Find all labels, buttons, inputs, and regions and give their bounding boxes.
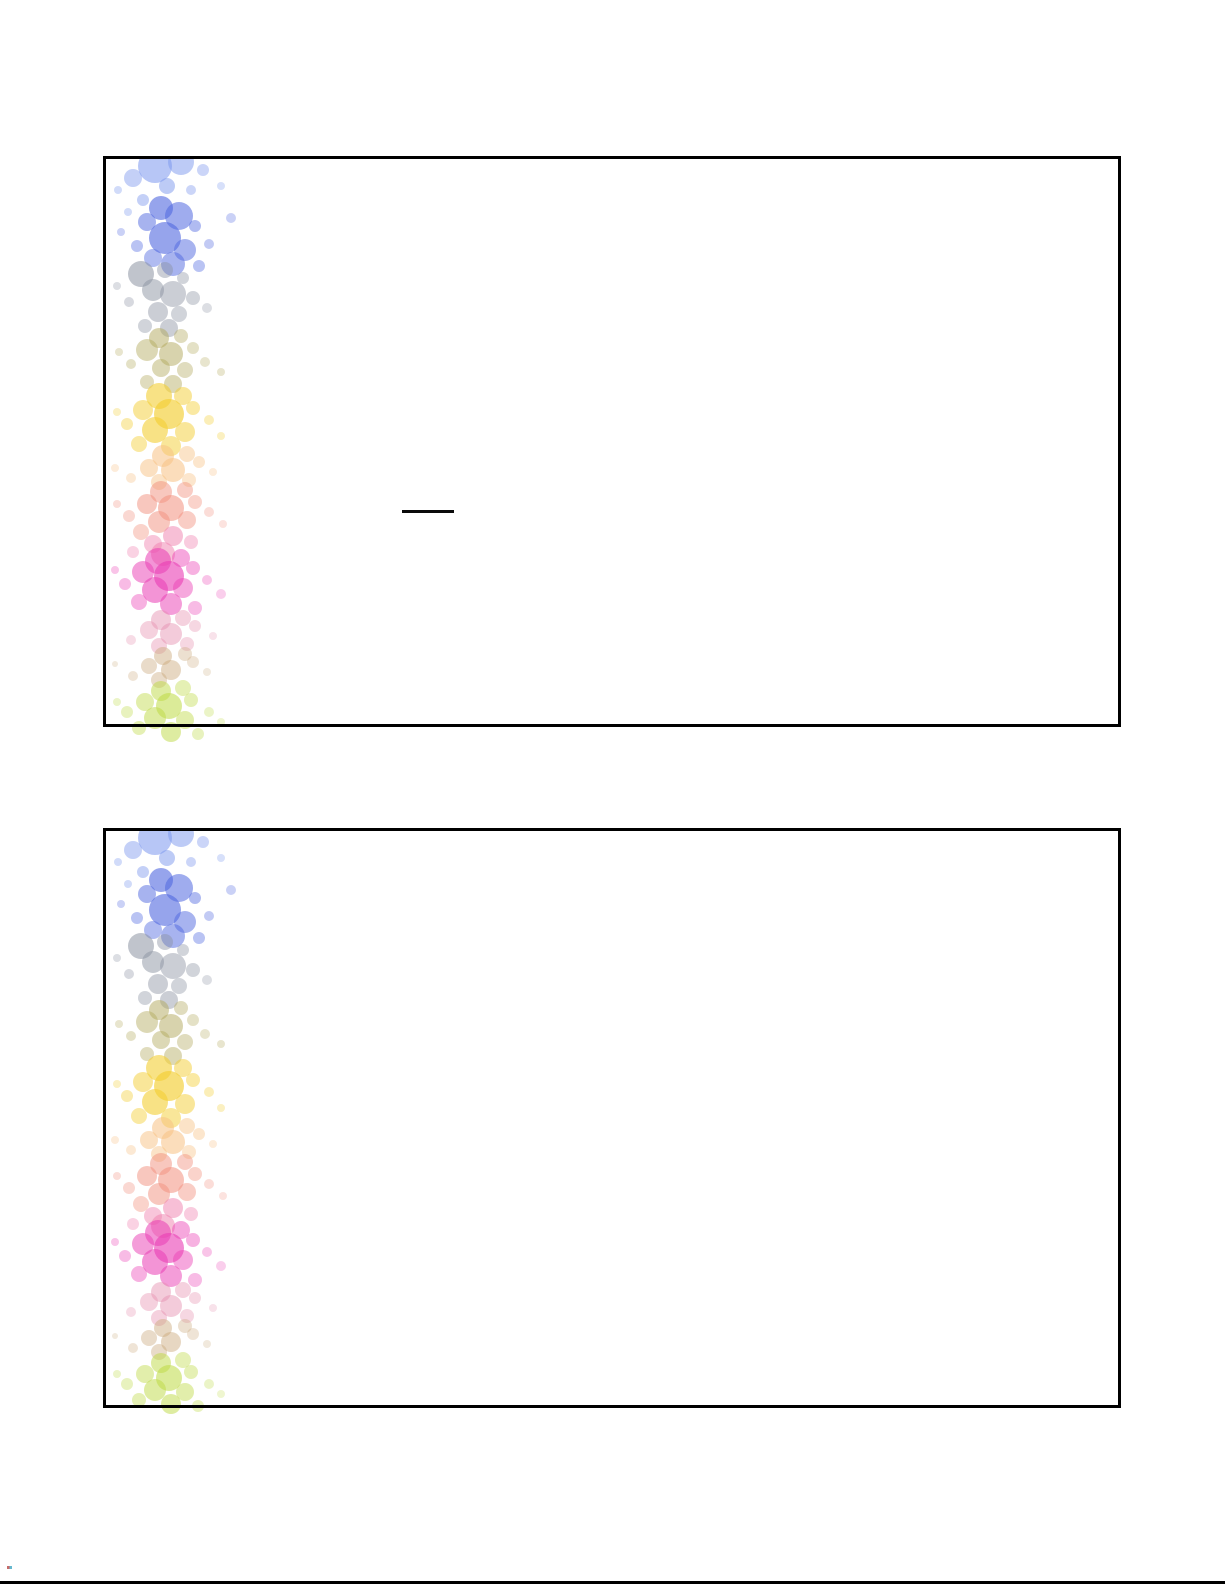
bubble-confetti-decoration xyxy=(103,156,273,741)
bubble-confetti-decoration xyxy=(103,828,273,1413)
slide-frame-2[interactable] xyxy=(103,828,1121,1408)
footer-speck xyxy=(7,1566,12,1569)
page-edge-line xyxy=(0,1581,1225,1584)
fill-in-blank-line xyxy=(402,510,454,513)
slide-frame-1[interactable] xyxy=(103,156,1121,727)
